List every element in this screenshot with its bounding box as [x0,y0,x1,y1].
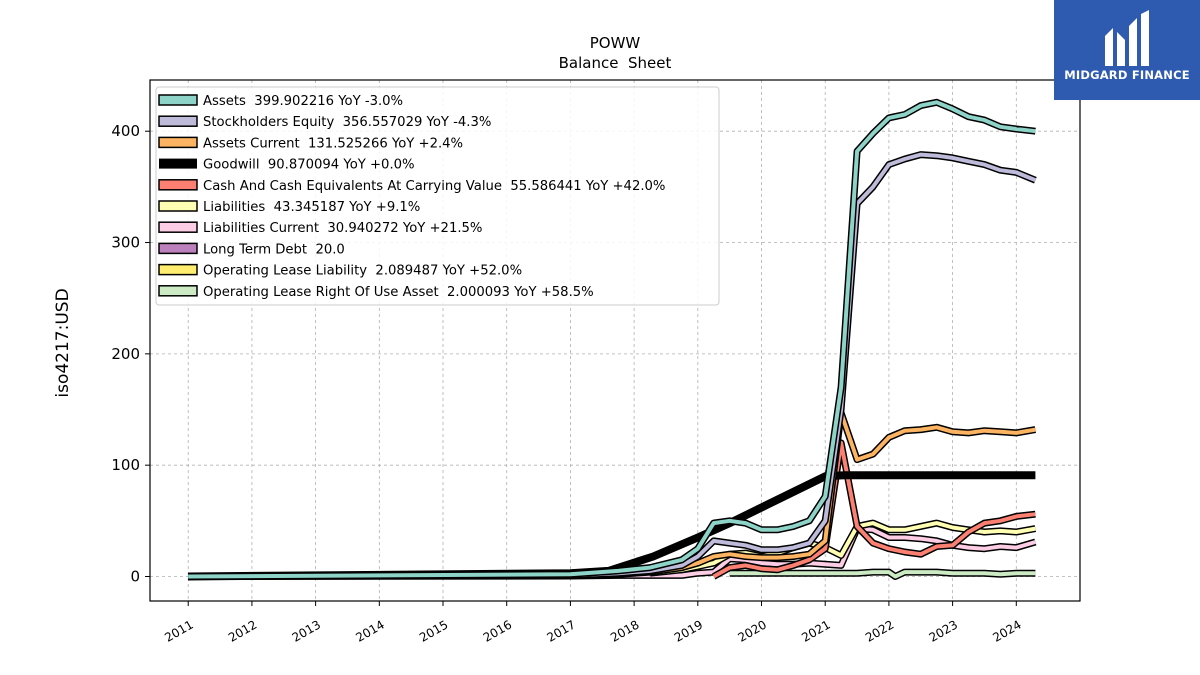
legend-swatch [158,179,198,191]
x-tick-label: 2021 [799,617,832,644]
legend-entry: Long Term Debt 20.0 [158,242,345,257]
series-stroke [188,526,1036,579]
series-stroke [188,152,1037,579]
plot-frame [149,79,1081,602]
legend-label: Goodwill 90.870094 YoY +0.0% [203,158,415,173]
legend-swatch [158,242,198,255]
legend-swatch [158,94,198,106]
legend-label: Liabilities 43.345187 YoY +9.1% [203,200,420,215]
logo-text: MIDGARD FINANCE [1064,68,1190,82]
x-tick-label: 2016 [481,617,514,644]
legend-swatch [158,200,198,212]
y-tick-label: 200 [111,345,140,363]
x-tick-label: 2024 [990,617,1023,644]
legend-entry: Assets Current 131.525266 YoY +2.4% [158,136,463,151]
legend-label: Cash And Cash Equivalents At Carrying Va… [203,179,665,194]
x-tick-label: 2011 [162,617,195,644]
legend-swatch [158,221,198,233]
y-tick-label: 0 [130,568,140,586]
x-tick-label: 2014 [353,617,386,644]
x-tick-label: 2015 [417,617,450,644]
legend-swatch [158,115,198,127]
logo-mark-icon [1105,10,1149,66]
legend-label: Liabilities Current 30.940272 YoY +21.5% [203,221,482,236]
x-tick-label: 2018 [608,617,641,644]
series-line [729,568,1036,580]
legend-label: Stockholders Equity 356.557029 YoY -4.3% [203,115,491,130]
series-line [711,439,1036,580]
x-tick-label: 2017 [544,617,577,644]
legend-label: Assets Current 131.525266 YoY +2.4% [203,136,463,151]
legend-entry: Stockholders Equity 356.557029 YoY -4.3% [158,115,491,130]
y-axis-label: iso4217:USD [53,288,73,397]
x-tick-label: 2023 [927,617,960,644]
legend-swatch [158,136,198,149]
brand-logo: MIDGARD FINANCE [1054,0,1200,100]
legend-swatch [158,285,198,297]
x-tick-label: 2013 [290,617,323,644]
y-tick-label: 400 [111,122,140,140]
legend-entry: Cash And Cash Equivalents At Carrying Va… [158,179,665,194]
legend-label: Long Term Debt 20.0 [203,242,345,257]
legend-entry: Goodwill 90.870094 YoY +0.0% [159,158,415,173]
legend-label: Operating Lease Liability 2.089487 YoY +… [203,264,522,279]
legend-swatch [158,263,198,276]
series-stroke [712,440,1036,579]
x-tick-label: 2019 [672,617,705,644]
x-tick-label: 2020 [736,617,769,644]
legend-swatch [159,158,197,169]
series-line [188,151,1037,580]
y-tick-label: 100 [111,456,140,474]
legend-entry: Liabilities 43.345187 YoY +9.1% [158,200,420,215]
legend-entry: Liabilities Current 30.940272 YoY +21.5% [158,221,482,236]
chart-subtitle: Balance Sheet [559,54,672,72]
series-line [188,98,1036,580]
legend-entry: Operating Lease Right Of Use Asset 2.000… [158,285,594,300]
y-tick-label: 300 [111,234,140,252]
series-line [188,525,1037,580]
legend-label: Operating Lease Right Of Use Asset 2.000… [203,285,594,300]
series-lines [188,98,1037,581]
series-stroke [729,570,1036,579]
chart-title: POWW [590,34,641,52]
legend-entry: Operating Lease Liability 2.089487 YoY +… [158,263,522,279]
x-tick-label: 2022 [863,617,896,644]
series-stroke [188,100,1036,579]
legend: Assets 399.902216 YoY -3.0% Stockholders … [155,86,720,306]
legend-label: Assets 399.902216 YoY -3.0% [203,94,403,109]
legend-entry: Assets 399.902216 YoY -3.0% [158,94,403,109]
legend-box [155,86,720,306]
x-tick-label: 2012 [226,617,259,644]
